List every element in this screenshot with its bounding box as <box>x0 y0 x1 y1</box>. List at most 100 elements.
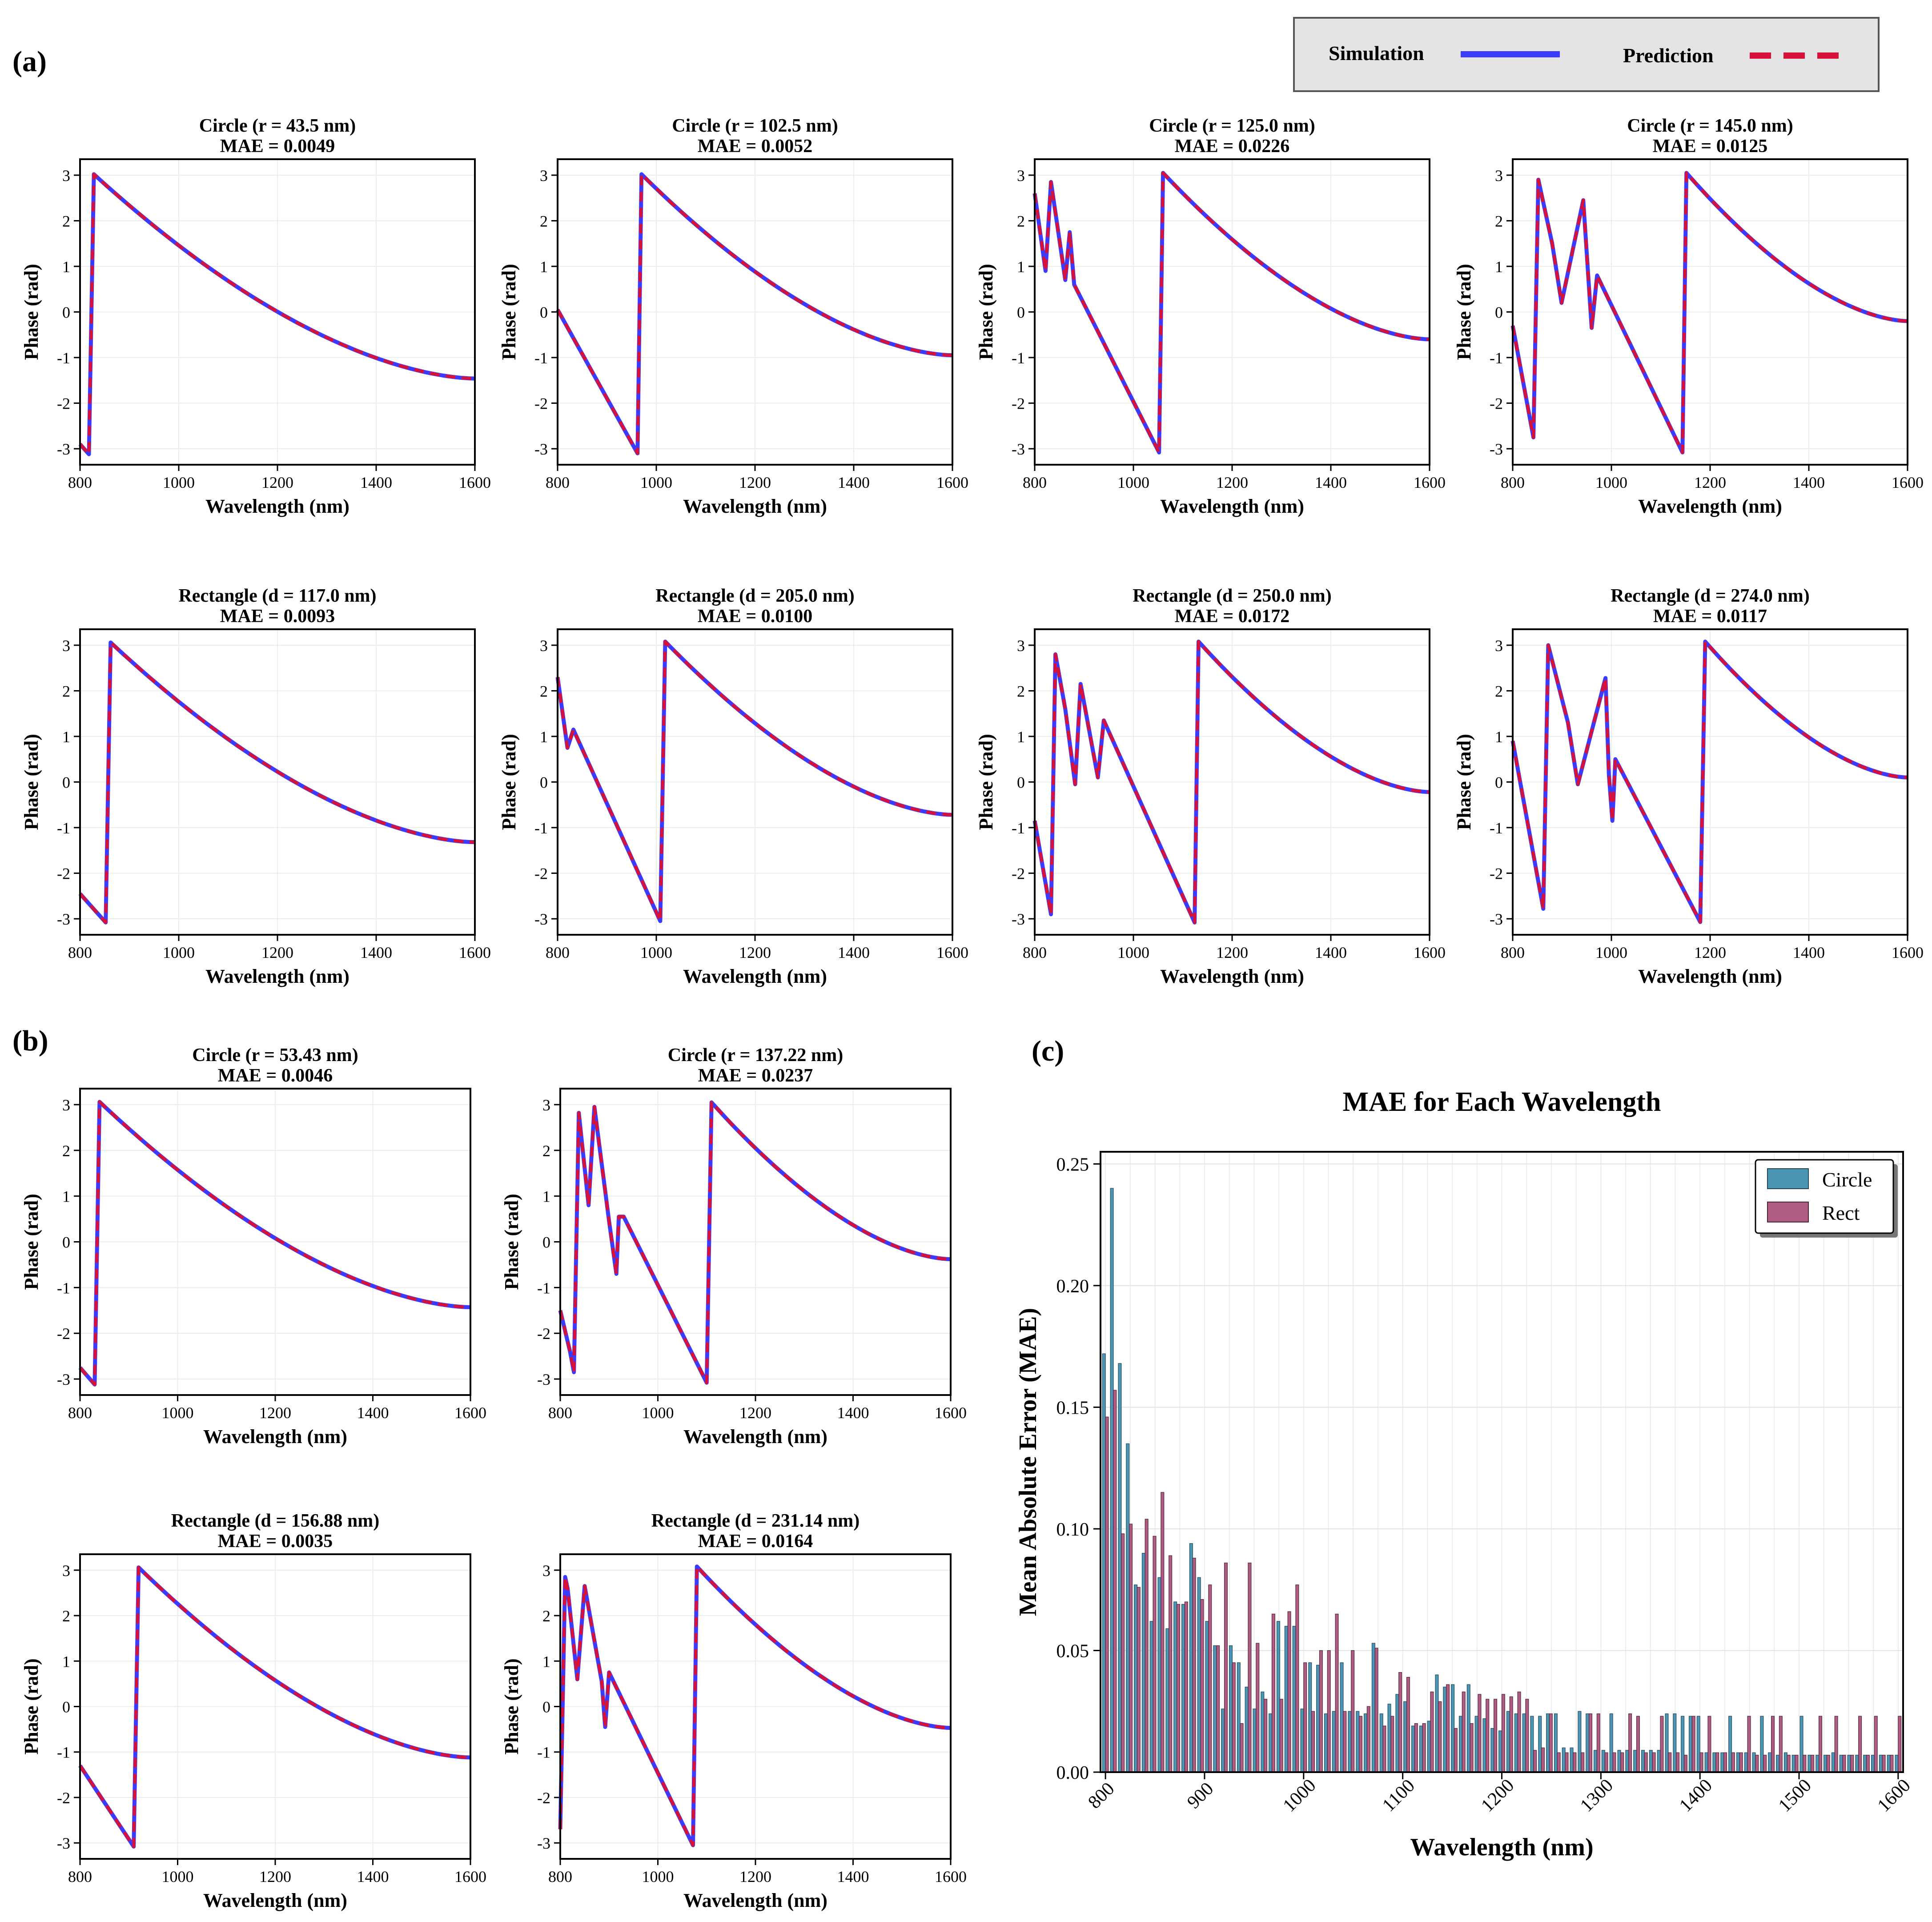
bar-circle <box>1458 1716 1462 1773</box>
tick-label-x: 1600 <box>1414 944 1446 961</box>
tick-label-x: 1400 <box>1315 474 1347 491</box>
bar-circle <box>1157 1577 1161 1773</box>
bar-rect <box>1343 1711 1347 1773</box>
prediction-line <box>79 641 475 924</box>
tick-label-y: -3 <box>57 440 70 458</box>
bar-rect <box>1739 1752 1743 1773</box>
subplot-11: 800 1000 1200 1400 1600 -3 -2 -1 0 1 2 3 Rectangle (… <box>20 1511 486 1911</box>
tick-label-x: 1600 <box>454 1404 486 1422</box>
bar-circle <box>1356 1711 1360 1773</box>
bar-rect <box>1826 1755 1830 1773</box>
bar-rect <box>1573 1752 1577 1773</box>
panel-label-c: (c) <box>1032 1035 1064 1067</box>
tick-label-x: 1600 <box>936 944 968 961</box>
bar-rect <box>1731 1752 1735 1773</box>
tick-label-y: -1 <box>57 349 70 367</box>
bar-circle <box>1498 1730 1502 1773</box>
bar-rect <box>1874 1716 1878 1773</box>
tick-label-x: 1200 <box>1216 474 1248 491</box>
bar-circle <box>1229 1645 1233 1773</box>
subplot-title: Circle (r = 145.0 nm) <box>1627 116 1793 136</box>
bar-rect <box>1256 1643 1260 1773</box>
tick-label-x: 1400 <box>838 944 870 961</box>
tick-label-y: 1 <box>1495 728 1503 746</box>
tick-label-x: 1600 <box>459 944 491 961</box>
bar-rect <box>1525 1699 1529 1773</box>
bar-circle <box>1696 1716 1700 1773</box>
bar-rect <box>1866 1755 1870 1773</box>
tick-label-x: 1600 <box>459 474 491 491</box>
legend-swatch-circle <box>1767 1168 1809 1189</box>
subplot-mae: MAE = 0.0052 <box>698 136 812 157</box>
bar-rect <box>1707 1716 1711 1773</box>
tick-label-x: 1000 <box>640 944 672 961</box>
bar-circle <box>1562 1747 1566 1773</box>
tick-label-y: -3 <box>1490 440 1503 458</box>
tick-label-y: 2 <box>1017 682 1025 700</box>
bar-rect <box>1454 1728 1458 1773</box>
bar-circle <box>1712 1752 1716 1773</box>
tick-label-x: 1000 <box>163 944 195 961</box>
bar-circle <box>1387 1704 1391 1773</box>
bar-rect <box>1374 1648 1378 1773</box>
tick-label-y: -3 <box>1012 910 1025 928</box>
bar-rect <box>1549 1713 1553 1773</box>
bar-rect <box>1478 1694 1482 1773</box>
tick-label-y: -1 <box>1012 819 1025 837</box>
tick-label-y: -1 <box>1012 349 1025 367</box>
bar-rect <box>1787 1755 1791 1773</box>
prediction-line <box>79 1566 471 1848</box>
bar-rect <box>1121 1533 1125 1773</box>
tick-label-y: -3 <box>1012 440 1025 458</box>
bar-rect <box>1636 1716 1640 1773</box>
tick-label-y: 0 <box>542 1698 550 1716</box>
prediction-line <box>1033 171 1430 454</box>
prediction-line <box>558 1101 951 1384</box>
bar-circle <box>1173 1601 1177 1773</box>
tick-label-x: 1600 <box>935 1868 967 1886</box>
legend-box <box>1293 17 1880 92</box>
bar-rect <box>1153 1536 1157 1773</box>
tick-label-y: 3 <box>540 167 548 185</box>
mae-bar-chart: 0.00 0.05 0.10 0.15 0.20 0.25 800 900 1000 1100 12… <box>1014 1087 1915 1861</box>
bar-rect <box>1779 1716 1783 1773</box>
tick-label-y: -2 <box>537 1325 550 1343</box>
tick-label-x: 1200 <box>1694 474 1726 491</box>
plot-frame <box>79 1088 471 1396</box>
bar-circle <box>1110 1188 1114 1773</box>
bar-rect <box>1494 1699 1498 1773</box>
prediction-line <box>556 173 953 455</box>
bar-rect <box>1327 1650 1331 1773</box>
bar-circle <box>1466 1684 1470 1773</box>
legend-label-rect: Rect <box>1822 1202 1860 1224</box>
tick-label-y: 3 <box>542 1096 550 1114</box>
tick-label-x: 1000 <box>1595 944 1627 961</box>
tick-label-y: -3 <box>537 1834 550 1852</box>
tick-label-y: -2 <box>534 395 548 413</box>
tick-label-x: 1600 <box>1892 474 1924 491</box>
subplot-12: 800 1000 1200 1400 1600 -3 -2 -1 0 1 2 3 Rectangle (… <box>501 1511 967 1911</box>
bar-circle <box>1681 1716 1685 1773</box>
tick-label-y: 0 <box>62 1698 70 1716</box>
x-axis-label: Wavelength (nm) <box>683 1426 827 1448</box>
tick-label-x: 1000 <box>1117 474 1149 491</box>
bar-rect <box>1691 1716 1695 1773</box>
tick-label-y: 3 <box>62 637 70 655</box>
subplot-title: Rectangle (d = 117.0 nm) <box>178 586 376 606</box>
tick-label-y: 1 <box>1017 728 1025 746</box>
bar-circle <box>1879 1755 1883 1773</box>
tick-label-y: -3 <box>534 440 548 458</box>
subplot-title: Rectangle (d = 231.14 nm) <box>651 1511 860 1531</box>
tick-label-y: -2 <box>1012 395 1025 413</box>
bar-rect <box>1169 1555 1173 1773</box>
bar-circle <box>1768 1752 1772 1773</box>
tick-label-x: 1400 <box>837 1868 869 1886</box>
x-axis-label: Wavelength (nm) <box>203 1426 347 1448</box>
bar-circle <box>1704 1752 1708 1773</box>
tick-label-x: 1000 <box>1117 944 1149 961</box>
tick-label-x: 1600 <box>935 1404 967 1422</box>
tick-label-y: -1 <box>534 349 548 367</box>
bar-rect <box>1430 1691 1434 1773</box>
bar-circle <box>1530 1716 1534 1773</box>
subplot-mae: MAE = 0.0035 <box>218 1531 333 1552</box>
